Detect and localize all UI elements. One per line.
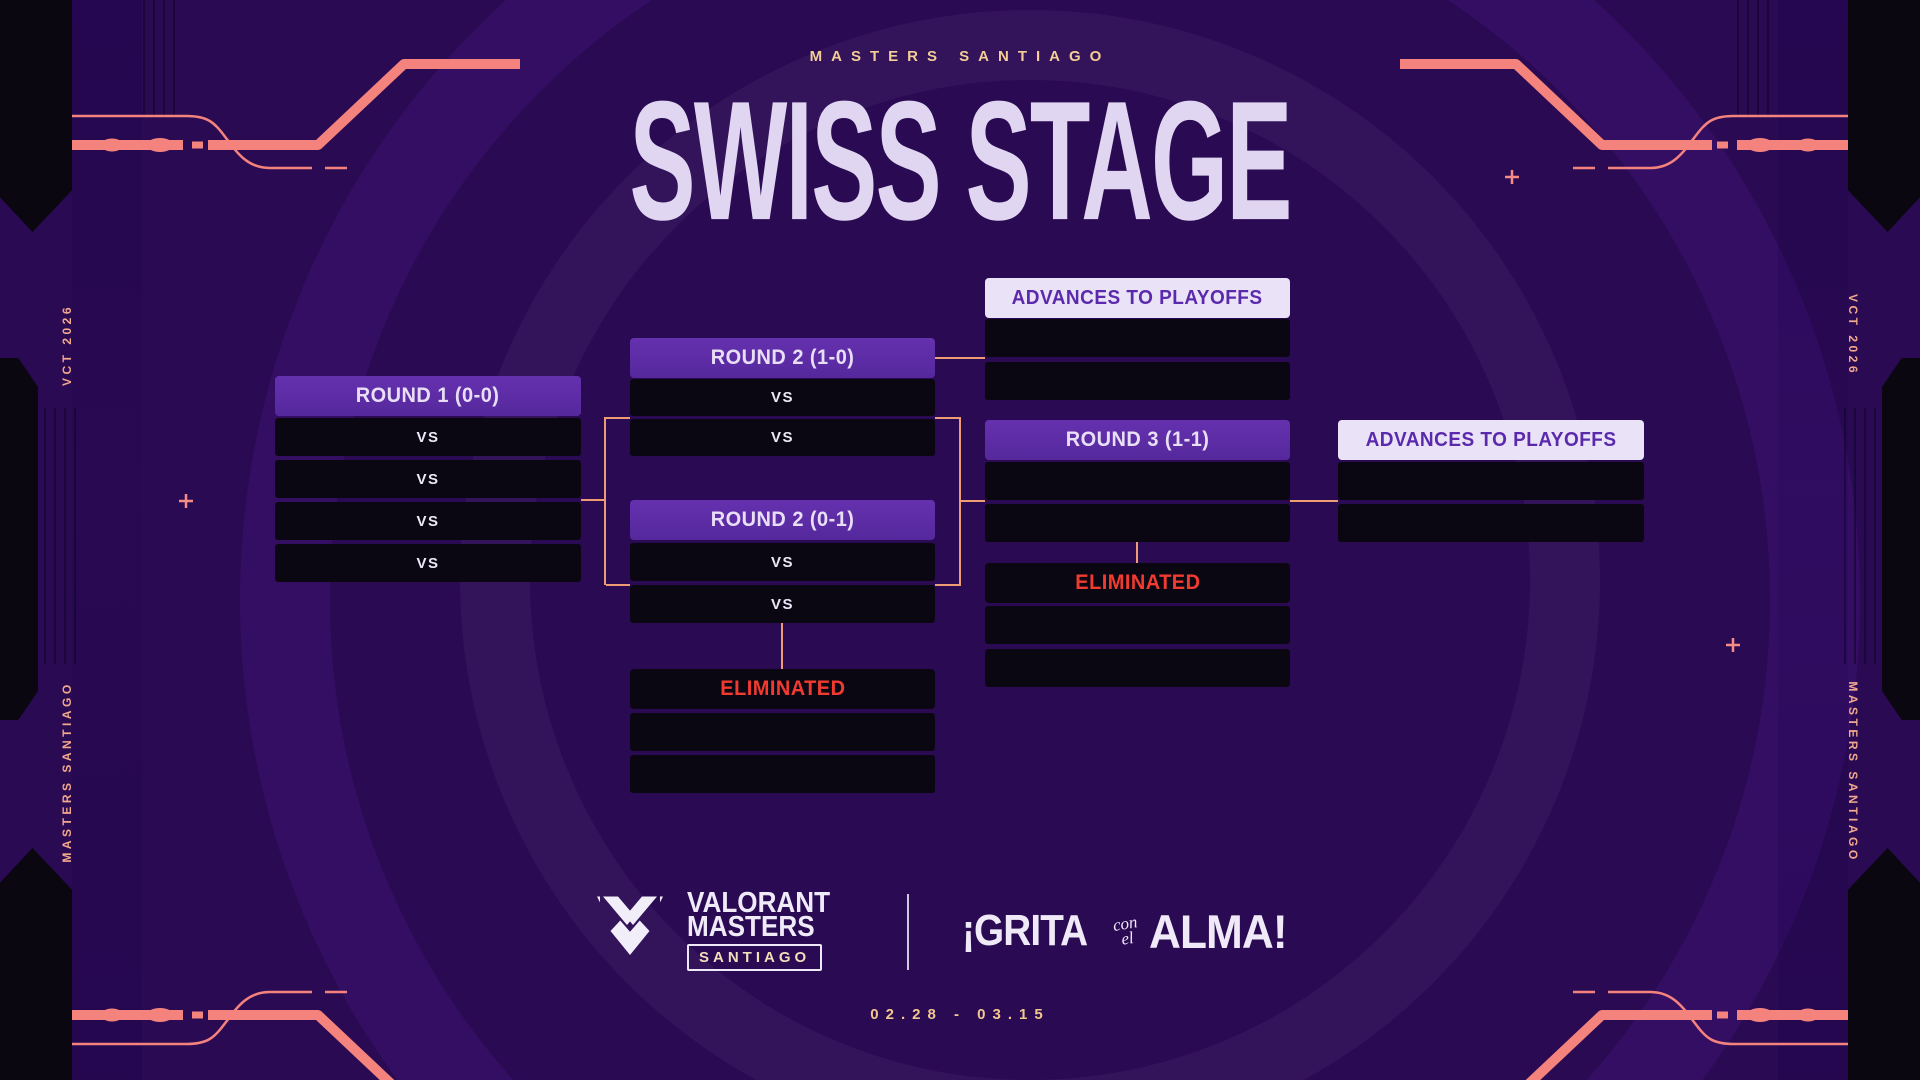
left-mid-slab — [0, 358, 38, 720]
bracket-header-eliminated-right: ELIMINATED — [985, 563, 1290, 603]
bracket-slot: VS — [630, 379, 935, 416]
bracket-slot — [985, 319, 1290, 357]
bracket-header-advances-top: ADVANCES TO PLAYOFFS — [985, 278, 1290, 318]
connector-round2-upper-in — [606, 417, 630, 419]
bracket-header-label: ADVANCES TO PLAYOFFS — [1012, 286, 1263, 309]
bracket-slot: VS — [275, 544, 581, 582]
plus-marks — [179, 170, 1740, 652]
wordmark-line1: VALORANT — [687, 887, 831, 919]
bracket-slot: VS — [630, 585, 935, 623]
bracket-header-label: ROUND 1 (0-0) — [356, 384, 500, 407]
left-vct-year-label: VCT 2026 — [60, 303, 74, 387]
connector-round2-advances — [935, 357, 985, 359]
left-top-pin-lines — [143, 0, 183, 118]
bracket-header-label: ADVANCES TO PLAYOFFS — [1365, 428, 1617, 451]
bracket-header-round3: ROUND 3 (1-1) — [985, 420, 1290, 460]
bracket-header-label: ELIMINATED — [719, 677, 846, 700]
right-event-label: MASTERS SANTIAGO — [1846, 681, 1860, 863]
connector-round3-advances — [1290, 500, 1338, 502]
bracket-slot: VS — [630, 543, 935, 581]
bracket-slot — [1338, 504, 1644, 542]
bracket-slot: VS — [275, 502, 581, 540]
left-top-slab — [0, 0, 72, 232]
bracket-header-label: ELIMINATED — [1074, 571, 1201, 594]
left-shade-band — [72, 0, 142, 1080]
right-vct-year-label: VCT 2026 — [1846, 293, 1860, 377]
connector-round2-vertical — [959, 417, 961, 585]
vct-logo-icon — [597, 896, 663, 955]
event-dates: 02.28 - 03.15 — [870, 1006, 1050, 1023]
bracket-slot — [985, 362, 1290, 400]
connector-round3-in — [961, 500, 985, 502]
bracket-header-advances-right: ADVANCES TO PLAYOFFS — [1338, 420, 1644, 460]
bracket-header-label: ROUND 2 (1-0) — [710, 346, 855, 369]
bracket-header-label: ROUND 3 (1-1) — [1065, 428, 1210, 451]
connector-eliminated-mid — [781, 623, 783, 669]
bracket-header-eliminated-mid: ELIMINATED — [630, 669, 935, 709]
right-shade-band — [1778, 0, 1848, 1080]
bracket-slot — [985, 606, 1290, 644]
right-bottom-slab — [1848, 848, 1920, 1080]
bracket-slot — [985, 462, 1290, 500]
left-mid-pin-lines — [44, 408, 76, 664]
left-event-label: MASTERS SANTIAGO — [60, 681, 74, 863]
connector-round2-lower-in — [606, 584, 630, 586]
bracket-slot: VS — [630, 419, 935, 456]
connector-eliminated-right — [1136, 542, 1138, 563]
bracket-slot — [630, 713, 935, 751]
bracket-slot: VS — [275, 418, 581, 456]
slogan-el: el — [1120, 928, 1136, 949]
bracket-header-label: ROUND 2 (0-1) — [710, 508, 855, 531]
bracket-header-round2-lower: ROUND 2 (0-1) — [630, 500, 935, 540]
connector-round1-stub — [581, 499, 606, 501]
bracket-slot — [630, 755, 935, 793]
right-top-pin-lines — [1737, 0, 1777, 118]
event-kicker: MASTERS SANTIAGO — [809, 48, 1111, 65]
page-title: SWISS STAGE — [629, 65, 1292, 256]
bracket-slot — [985, 504, 1290, 542]
right-top-slab — [1848, 0, 1920, 232]
connector-round2-upper-out — [935, 417, 961, 419]
bracket-slot: VS — [275, 460, 581, 498]
bracket-slot — [985, 649, 1290, 687]
connector-round2-lower-out — [935, 584, 961, 586]
slogan-alma: ALMA! — [1148, 904, 1288, 958]
valorant-masters-wordmark: VALORANT MASTERS — [687, 887, 831, 943]
slogan-lockup: ¡GRITA con el ALMA! — [962, 896, 1382, 966]
bracket-header-round2-upper: ROUND 2 (1-0) — [630, 338, 935, 378]
wordmark-line2: MASTERS — [687, 911, 815, 943]
right-mid-pin-lines — [1844, 408, 1876, 664]
left-bottom-slab — [0, 848, 72, 1080]
connector-round1-vertical — [604, 417, 606, 585]
bracket-header-round1: ROUND 1 (0-0) — [275, 376, 581, 416]
slogan-con-el: con el — [1112, 912, 1141, 949]
santiago-badge: SANTIAGO — [687, 944, 823, 971]
right-mid-slab — [1882, 358, 1920, 720]
bracket-slot — [1338, 462, 1644, 500]
footer-divider — [907, 894, 909, 970]
slogan-grita: ¡GRITA — [962, 906, 1088, 955]
